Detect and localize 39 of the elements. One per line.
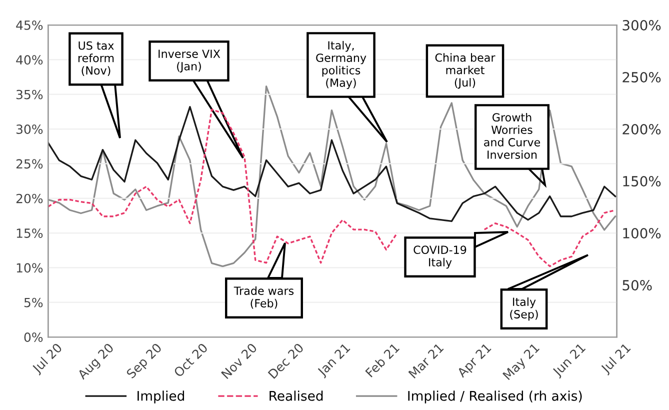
line-series	[48, 106, 616, 222]
y-tick-label: 10%	[16, 263, 43, 273]
x-tick-label: Feb 21	[364, 342, 400, 378]
x-tick-label: Jun 21	[552, 342, 588, 379]
legend-label: Realised	[270, 390, 323, 401]
x-tick-label: Oct 20	[173, 342, 208, 378]
y2-tick-label: 100%	[623, 228, 661, 238]
x-tick-label: Jul 21	[600, 342, 633, 376]
annotation: COVID-19 Italy	[414, 246, 466, 269]
legend-label: Implied / Realised (rh axis)	[408, 390, 582, 404]
annotation: US tax reform (Nov)	[78, 41, 114, 76]
y2-tick-label: 250%	[622, 72, 661, 82]
x-tick-label: Mar 21	[408, 342, 444, 379]
y-tick-label: 35%	[16, 90, 43, 100]
annotation: Italy, Germany politics (May)	[316, 40, 366, 90]
annotation: Trade wars (Feb)	[234, 286, 294, 309]
y-tick-label: 45%	[16, 20, 43, 30]
y2-tick-label: 50%	[622, 280, 652, 290]
y-tick-label: 15%	[16, 228, 43, 238]
x-tick-label: Dec 20	[268, 342, 304, 380]
y-tick-label: 40%	[16, 55, 43, 65]
x-tick-label: Sep 20	[126, 342, 164, 381]
y2-tick-label: 300%	[622, 20, 661, 30]
annotation: China bear market (Jul)	[435, 53, 496, 89]
annotation: Growth Worries and Curve Inversion	[484, 112, 540, 159]
annotation: Inverse VIX (Jan)	[158, 50, 220, 73]
x-tick-label: Jul 20	[31, 342, 64, 376]
y-tick-label: 30%	[16, 124, 43, 134]
x-tick-label: Jan 21	[316, 342, 352, 379]
y-tick-label: 5%	[24, 298, 43, 308]
x-tick-label: Apr 21	[456, 342, 494, 380]
y-tick-label: 0%	[24, 332, 43, 342]
y2-tick-label: 200%	[622, 124, 661, 134]
annotation: Italy (Sep)	[510, 297, 538, 321]
y-tick-label: 25%	[16, 159, 43, 169]
y-tick-label: 20%	[16, 194, 43, 204]
legend-label: Implied	[138, 390, 184, 404]
x-tick-label: Nov 20	[220, 342, 258, 380]
y2-tick-label: 150%	[623, 176, 661, 186]
